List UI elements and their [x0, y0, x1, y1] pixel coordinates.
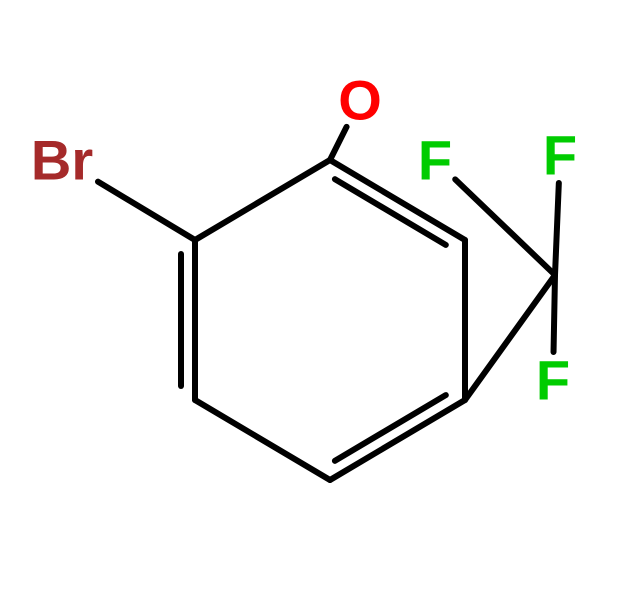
atom-label-br: Br — [31, 129, 93, 192]
atom-label-o: O — [338, 69, 382, 132]
bond — [455, 179, 555, 275]
atom-label-f: F — [536, 349, 570, 412]
bond — [98, 182, 195, 240]
bond — [195, 400, 330, 480]
bond — [555, 183, 559, 275]
bond — [195, 160, 330, 240]
bond — [554, 275, 555, 352]
bond — [335, 395, 446, 461]
molecule-diagram: BrOFFF — [0, 0, 642, 602]
atom-label-f: F — [543, 124, 577, 187]
bond — [330, 400, 465, 480]
bond — [330, 127, 347, 160]
atom-label-f: F — [418, 129, 452, 192]
